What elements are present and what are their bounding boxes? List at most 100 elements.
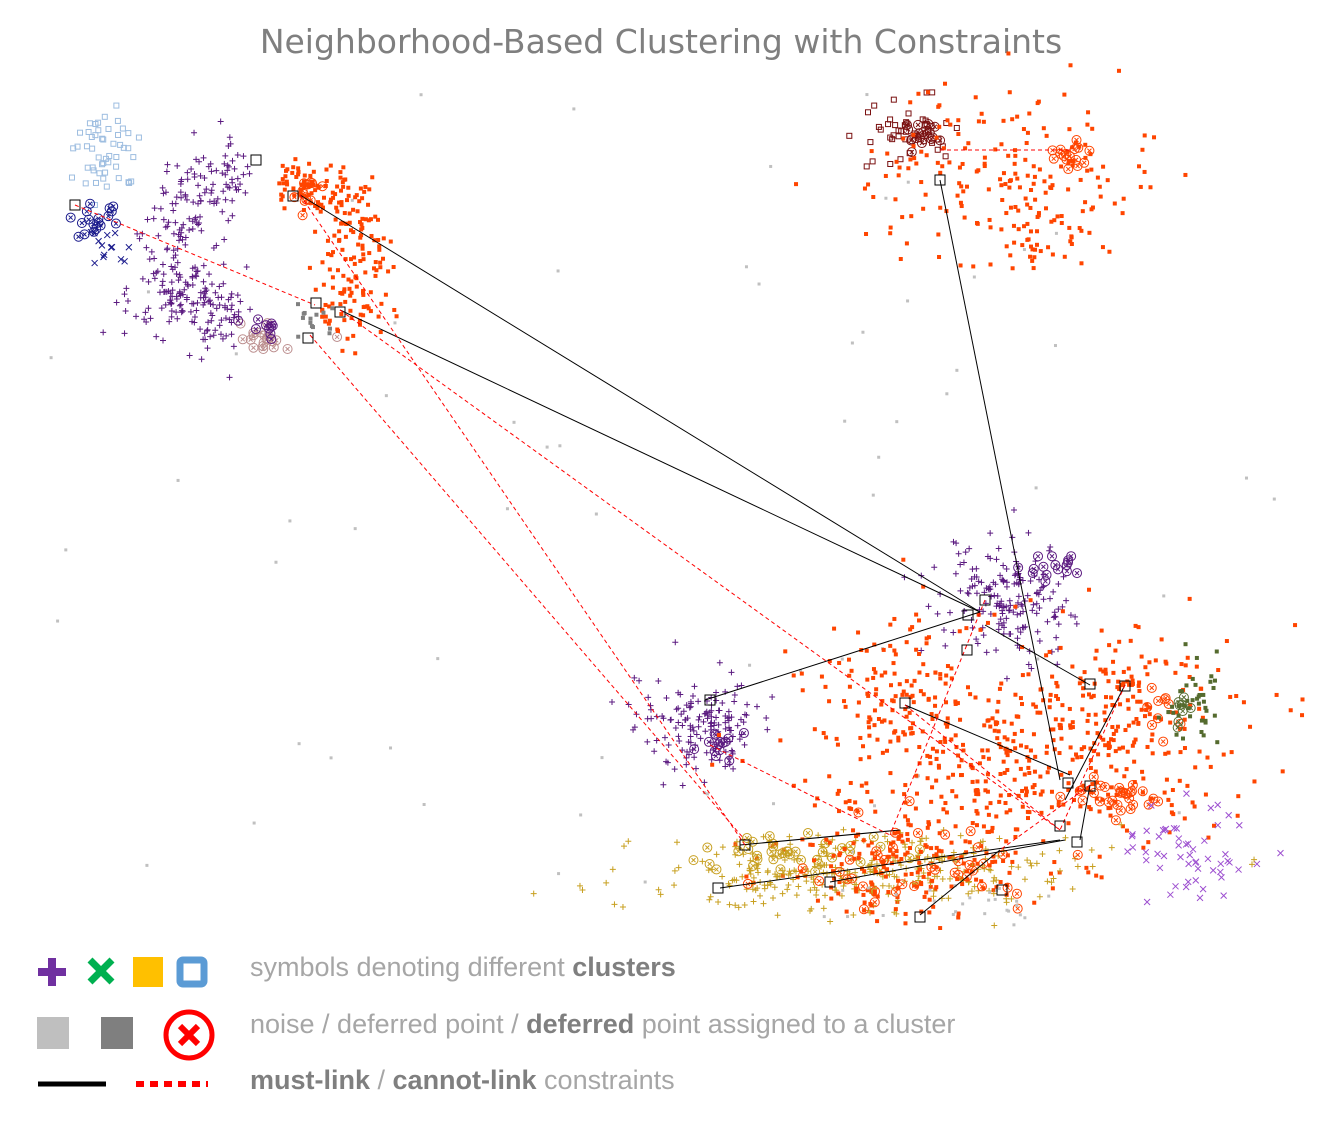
- cluster-point: [1182, 717, 1187, 722]
- cluster-point: [925, 776, 930, 781]
- cluster-point: [1122, 774, 1127, 779]
- cluster-point: [1214, 821, 1222, 829]
- cluster-point: [856, 630, 861, 635]
- deferred-assigned-point: [1180, 708, 1186, 714]
- cluster-point: [1083, 142, 1088, 147]
- cluster-point: [821, 862, 828, 869]
- deferred-assigned-point: [726, 758, 732, 764]
- cluster-point: [977, 839, 984, 846]
- cluster-point: [1001, 118, 1006, 123]
- cluster-point: [1103, 718, 1108, 723]
- cluster-point: [1144, 702, 1149, 707]
- deferred-assigned-point: [748, 860, 759, 871]
- cluster-point: [1047, 649, 1052, 654]
- cluster-point: [202, 285, 209, 292]
- cluster-point: [1054, 694, 1059, 699]
- cluster-point: [979, 879, 984, 884]
- cluster-point: [338, 302, 343, 307]
- cluster-point: [1142, 133, 1147, 138]
- cluster-point: [1001, 858, 1006, 863]
- cluster-point: [1111, 670, 1116, 675]
- cluster-point: [807, 887, 814, 894]
- cluster-point: [1088, 766, 1093, 771]
- cluster-point: [285, 182, 290, 187]
- cluster-point: [368, 309, 373, 314]
- cluster-point: [174, 315, 181, 322]
- cluster-point: [906, 822, 911, 827]
- cluster-point: [354, 193, 359, 198]
- cluster-point: [912, 156, 917, 161]
- cluster-point: [973, 590, 980, 597]
- cluster-point: [1153, 715, 1158, 720]
- cluster-point: [153, 333, 160, 340]
- cluster-point: [998, 793, 1003, 798]
- cluster-point: [291, 165, 296, 170]
- cluster-point: [985, 620, 990, 625]
- deferred-assigned-point: [872, 899, 878, 905]
- cluster-point: [177, 180, 184, 187]
- cluster-point: [1187, 675, 1192, 680]
- cluster-point: [1033, 197, 1038, 202]
- cluster-point: [82, 180, 89, 187]
- cluster-point: [216, 283, 223, 290]
- deferred-assigned-point: [930, 864, 941, 875]
- noise-point: [557, 872, 561, 876]
- cluster-point: [1083, 155, 1088, 160]
- deferred-assigned-point: [976, 881, 987, 892]
- cluster-point: [930, 785, 935, 790]
- noise-point: [56, 619, 60, 623]
- cluster-point: [1100, 797, 1105, 802]
- noise-point: [877, 455, 881, 459]
- deferred-assigned-point: [265, 328, 276, 339]
- cluster-point: [935, 855, 942, 862]
- cluster-point: [357, 220, 362, 225]
- cluster-point: [173, 194, 180, 201]
- cluster-point: [308, 173, 313, 178]
- cluster-point: [1025, 130, 1030, 135]
- cluster-point: [201, 174, 208, 181]
- cluster-point: [793, 892, 800, 899]
- cluster-point: [970, 850, 977, 857]
- noise-point: [594, 512, 598, 516]
- deferred-assigned-point: [816, 878, 822, 884]
- cluster-point: [725, 717, 732, 724]
- cluster-point: [341, 273, 346, 278]
- cluster-point: [218, 294, 225, 301]
- constraint-endpoints: [69, 154, 1131, 923]
- cluster-point: [320, 260, 325, 265]
- must-link-line: [704, 611, 981, 701]
- cluster-point: [189, 281, 196, 288]
- deferred-assigned-point: [1127, 779, 1138, 790]
- cluster-point: [1140, 790, 1145, 795]
- cluster-point: [1108, 805, 1113, 810]
- cluster-point: [342, 318, 347, 323]
- deferred-assigned-point: [1188, 705, 1194, 711]
- cluster-point: [1007, 602, 1014, 609]
- cluster-point: [1003, 615, 1010, 622]
- deferred-assigned-point: [1091, 790, 1097, 796]
- noise-point: [145, 863, 149, 867]
- noise-point: [906, 180, 910, 184]
- cluster-point: [221, 304, 228, 311]
- cluster-point: [703, 749, 710, 756]
- cluster-point: [703, 708, 710, 715]
- cluster-point: [921, 692, 926, 697]
- cluster-point: [1168, 720, 1173, 725]
- deferred-assigned-point: [282, 344, 293, 355]
- cluster-point: [151, 275, 158, 282]
- cluster-point: [303, 182, 308, 187]
- cluster-point: [990, 890, 997, 897]
- cluster-point: [990, 860, 995, 865]
- cluster-point: [1199, 686, 1204, 691]
- cluster-point: [945, 664, 950, 669]
- noise-point: [64, 548, 68, 552]
- cluster-point: [125, 243, 133, 251]
- cluster-point: [1033, 754, 1038, 759]
- cluster-point: [1036, 211, 1041, 216]
- deferred-assigned-point: [1031, 566, 1037, 572]
- cluster-point: [162, 224, 169, 231]
- cluster-point: [296, 302, 301, 307]
- cluster-point: [91, 259, 98, 267]
- deferred-assigned-point: [747, 836, 758, 847]
- cluster-point: [1153, 658, 1158, 663]
